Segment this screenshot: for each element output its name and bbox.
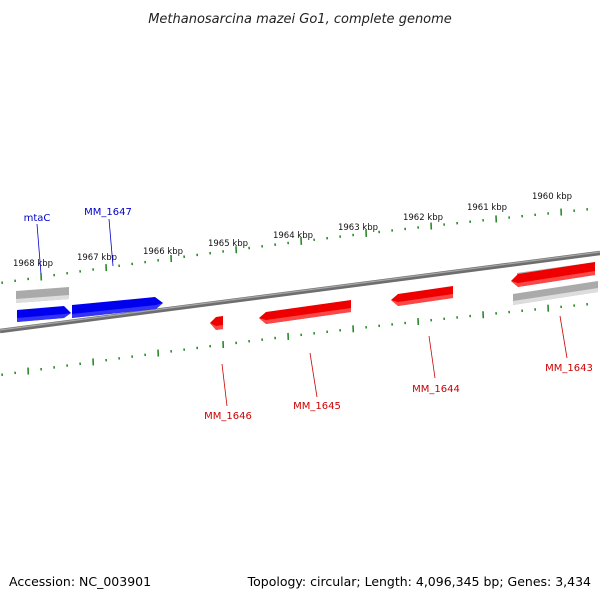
gene-arrow-mm-1646[interactable]: [210, 316, 223, 330]
rna-feature: [16, 287, 69, 303]
gene-label-mm-1646[interactable]: MM_1646: [204, 411, 252, 422]
gene-label-mm-1644[interactable]: MM_1644: [412, 384, 460, 395]
gene-arrow-mm-1643[interactable]: [511, 262, 595, 287]
upper-tick-track: [1, 208, 589, 285]
gene-arrow-mm-1644[interactable]: [391, 286, 453, 306]
kbp-label: 1962 kbp: [403, 213, 443, 223]
rna-feature: [513, 281, 598, 305]
gene-label-mm-1645[interactable]: MM_1645: [293, 401, 341, 412]
kbp-label: 1968 kbp: [13, 259, 53, 269]
kbp-label: 1967 kbp: [77, 253, 117, 263]
genome-backbone: [0, 250, 600, 334]
leader-line: [36, 223, 42, 275]
gene-label-mm-1643[interactable]: MM_1643: [545, 363, 593, 374]
leader-line: [309, 352, 318, 398]
map-title: Methanosarcina mazei Go1, complete genom…: [148, 12, 452, 27]
kbp-label: 1963 kbp: [338, 223, 378, 233]
gene-label-mm-1647[interactable]: MM_1647: [84, 207, 132, 218]
gene-arrow-mm-1647[interactable]: [72, 297, 163, 318]
leader-line: [428, 335, 436, 379]
kbp-label: 1966 kbp: [143, 247, 183, 257]
leader-line: [108, 218, 114, 267]
genome-summary-text: Topology: circular; Length: 4,096,345 bp…: [247, 574, 591, 589]
gene-arrow-mm-1645[interactable]: [259, 300, 351, 324]
lower-tick-track: [1, 302, 589, 377]
kbp-label: 1961 kbp: [467, 203, 507, 213]
kbp-label: 1965 kbp: [208, 239, 248, 249]
leader-line: [221, 363, 228, 407]
accession-text: Accession: NC_003901: [9, 574, 151, 589]
gene-label-mtac[interactable]: mtaC: [24, 213, 51, 224]
kbp-labels: 1968 kbp 1967 kbp 1966 kbp 1965 kbp 1964…: [13, 192, 572, 269]
gene-arrow-mtac[interactable]: [17, 306, 71, 322]
kbp-label: 1964 kbp: [273, 231, 313, 241]
kbp-label: 1960 kbp: [532, 192, 572, 202]
leader-line: [559, 315, 568, 359]
